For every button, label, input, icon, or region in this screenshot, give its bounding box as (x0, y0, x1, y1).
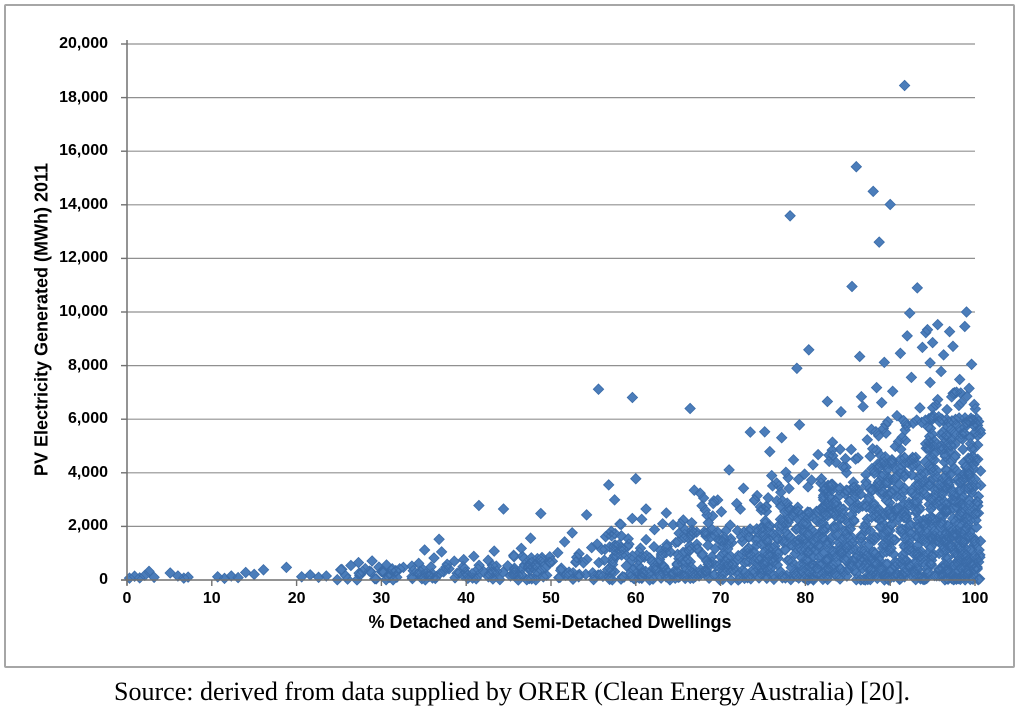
scatter-plot (121, 40, 987, 586)
x-tick-label: 80 (796, 590, 815, 607)
y-tick-label: 20,000 (59, 35, 108, 52)
source-caption: Source: derived from data supplied by OR… (114, 677, 910, 706)
x-tick-label: 50 (542, 590, 560, 607)
axes (121, 40, 976, 586)
y-tick-label: 12,000 (59, 249, 108, 267)
x-tick-label: 0 (122, 590, 132, 607)
x-tick-label: 30 (372, 590, 391, 607)
x-tick-label: 20 (287, 590, 306, 607)
y-tick-label: 0 (99, 571, 108, 588)
scatter-points (123, 79, 987, 586)
y-tick-label: 6,000 (67, 410, 108, 428)
x-tick-label: 60 (626, 590, 645, 607)
y-tick-label: 4,000 (67, 463, 108, 481)
y-tick-label: 8,000 (67, 356, 108, 374)
x-tick-label: 70 (711, 590, 730, 607)
x-tick-label: 90 (881, 590, 900, 607)
y-tick-label: 2,000 (67, 517, 108, 535)
y-axis-title: PV Electricity Generated (MWh) 2011 (31, 162, 52, 477)
y-tick-label: 14,000 (59, 195, 108, 213)
y-tick-label: 16,000 (59, 142, 108, 160)
x-axis-title: % Detached and Semi-Detached Dwellings (368, 612, 732, 632)
x-tick-label: 100 (961, 590, 989, 607)
y-tick-label: 10,000 (59, 303, 108, 320)
x-tick-label: 10 (202, 590, 221, 607)
x-tick-label: 40 (457, 590, 476, 607)
y-tick-label: 18,000 (59, 88, 108, 106)
